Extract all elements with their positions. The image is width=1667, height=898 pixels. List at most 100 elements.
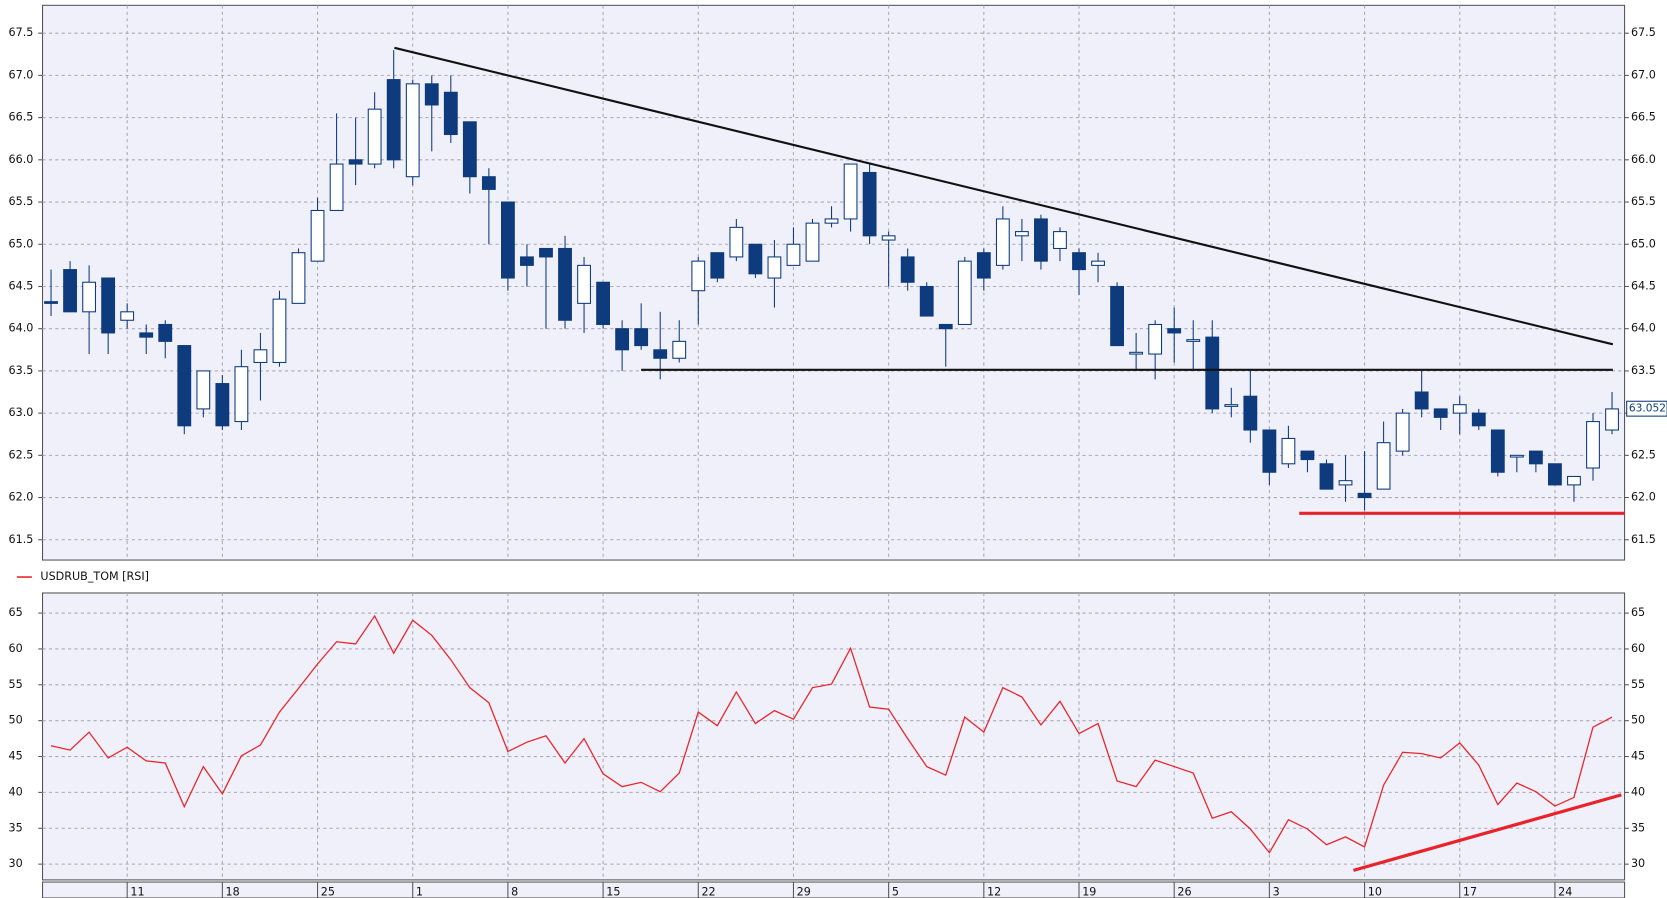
candle-body bbox=[1548, 463, 1562, 486]
y-tick-label: 67.5 bbox=[9, 26, 34, 39]
candle-body bbox=[44, 301, 58, 304]
rsi-trend-line bbox=[1353, 793, 1622, 872]
rsi-panel bbox=[41, 592, 1626, 881]
y-tick-label: 60 bbox=[9, 642, 23, 655]
x-tick-label: 17 bbox=[1463, 886, 1477, 898]
y-tick-label: 61.5 bbox=[9, 533, 34, 546]
candle-body bbox=[862, 171, 877, 237]
candle-body bbox=[1034, 218, 1048, 262]
candle-body bbox=[405, 83, 420, 178]
y2-tick-label: 55 bbox=[1631, 678, 1645, 691]
candle-body bbox=[63, 269, 77, 313]
candle-body bbox=[919, 285, 934, 317]
y-tick-label: 50 bbox=[9, 714, 23, 727]
y2-tick-label: 63.5 bbox=[1631, 364, 1656, 377]
x-tick-label: 25 bbox=[321, 886, 335, 898]
candle-body bbox=[1509, 454, 1524, 458]
candle-body bbox=[1605, 408, 1619, 431]
y2-tick-label: 62.0 bbox=[1631, 491, 1656, 504]
candle-body bbox=[1452, 404, 1467, 414]
y-tick-label: 63.0 bbox=[9, 406, 34, 419]
candle-body bbox=[82, 281, 97, 313]
candle-body bbox=[672, 340, 687, 359]
candle-body bbox=[938, 323, 953, 330]
candle-body bbox=[1262, 429, 1277, 473]
y-tick-label: 65.5 bbox=[9, 195, 34, 208]
candle-body bbox=[443, 91, 458, 136]
y-tick-label: 65.0 bbox=[9, 237, 34, 250]
candle-body bbox=[824, 218, 839, 224]
candle-body bbox=[748, 243, 763, 275]
last-price-label: 63.0525 bbox=[1629, 402, 1667, 415]
candle-body bbox=[253, 349, 268, 363]
x-tick-label: 8 bbox=[511, 886, 518, 898]
trend-line bbox=[394, 46, 1614, 346]
candle-body bbox=[177, 345, 192, 427]
candle-body bbox=[539, 247, 553, 258]
y2-tick-label: 30 bbox=[1631, 857, 1645, 870]
candle-body bbox=[767, 256, 782, 279]
y-tick-label: 55 bbox=[9, 678, 23, 691]
candle-body bbox=[1414, 391, 1429, 410]
x-tick-label: 11 bbox=[130, 886, 144, 898]
candle-body bbox=[215, 383, 230, 427]
candle-body bbox=[1357, 492, 1372, 499]
candle-body bbox=[120, 311, 135, 321]
y-tick-label: 64.5 bbox=[9, 279, 34, 292]
y-tick-label: 62.5 bbox=[9, 448, 34, 461]
y-tick-label: 35 bbox=[9, 821, 23, 834]
y-tick-label: 67.0 bbox=[9, 68, 34, 81]
candle-body bbox=[805, 222, 820, 262]
candle-body bbox=[1281, 437, 1296, 465]
candle-body bbox=[1376, 442, 1391, 490]
candle-body bbox=[786, 243, 801, 266]
candle-body bbox=[976, 252, 991, 279]
candle-body bbox=[386, 79, 401, 161]
candle-body bbox=[558, 247, 572, 321]
candle-body bbox=[1567, 475, 1581, 486]
candle-body bbox=[158, 323, 173, 342]
candle-body bbox=[1490, 429, 1505, 473]
candle-body bbox=[577, 264, 591, 304]
candle-body bbox=[520, 256, 534, 266]
x-tick-label: 1 bbox=[416, 886, 423, 898]
y-tick-label: 63.5 bbox=[9, 364, 34, 377]
candle-body bbox=[729, 226, 744, 258]
x-tick-label: 19 bbox=[1082, 886, 1096, 898]
candle-body bbox=[1091, 260, 1105, 266]
candle-body bbox=[1224, 404, 1239, 407]
last-price-box bbox=[1626, 400, 1667, 417]
candle-body bbox=[1053, 231, 1067, 250]
candle-body bbox=[481, 176, 496, 190]
candle-body bbox=[653, 349, 668, 359]
candle-body bbox=[843, 163, 858, 220]
y2-tick-label: 62.5 bbox=[1631, 448, 1656, 461]
candle-body bbox=[1300, 450, 1315, 461]
x-axis-strip bbox=[41, 881, 1626, 898]
candle-body bbox=[1072, 252, 1086, 271]
candle-body bbox=[101, 277, 116, 334]
candle-body bbox=[881, 235, 896, 241]
y2-tick-label: 45 bbox=[1631, 750, 1645, 763]
legend-label: USDRUB_TOM [RSI] bbox=[40, 570, 149, 583]
y2-tick-label: 66.5 bbox=[1631, 111, 1656, 124]
y2-tick-label: 67.0 bbox=[1631, 68, 1656, 81]
x-tick-label: 29 bbox=[797, 886, 811, 898]
candle-body bbox=[1471, 412, 1486, 427]
candle-body bbox=[424, 83, 439, 106]
y2-tick-label: 66.0 bbox=[1631, 153, 1656, 166]
candle-body bbox=[596, 281, 611, 326]
x-tick-label: 26 bbox=[1177, 886, 1191, 898]
x-tick-label: 12 bbox=[987, 886, 1001, 898]
candle-body bbox=[310, 209, 325, 262]
candle-body bbox=[1167, 328, 1182, 334]
x-tick-label: 15 bbox=[606, 886, 620, 898]
y2-tick-label: 65.5 bbox=[1631, 195, 1656, 208]
candle-body bbox=[1148, 323, 1163, 355]
candle-body bbox=[615, 328, 630, 351]
candle-body bbox=[196, 370, 211, 410]
x-tick-label: 22 bbox=[701, 886, 715, 898]
y2-tick-label: 40 bbox=[1631, 785, 1645, 798]
candle-body bbox=[291, 252, 306, 304]
